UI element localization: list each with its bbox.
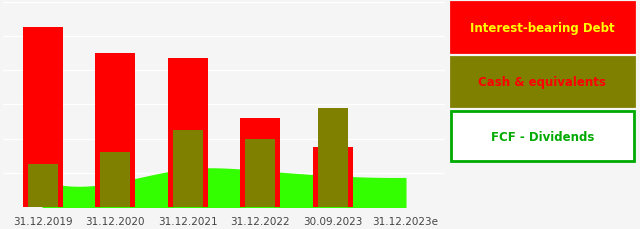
Bar [28,165,58,207]
Text: FCF - Dividends: FCF - Dividends [491,130,594,143]
Text: Interest-bearing Debt: Interest-bearing Debt [470,22,614,35]
Bar [313,148,353,207]
Bar [168,59,208,207]
Bar [240,119,280,207]
Bar [318,109,348,207]
Bar [23,28,63,207]
Bar [95,54,135,207]
Bar [245,139,275,207]
Text: Cash & equivalents: Cash & equivalents [479,76,606,89]
Bar [100,153,130,207]
Bar [173,131,203,207]
